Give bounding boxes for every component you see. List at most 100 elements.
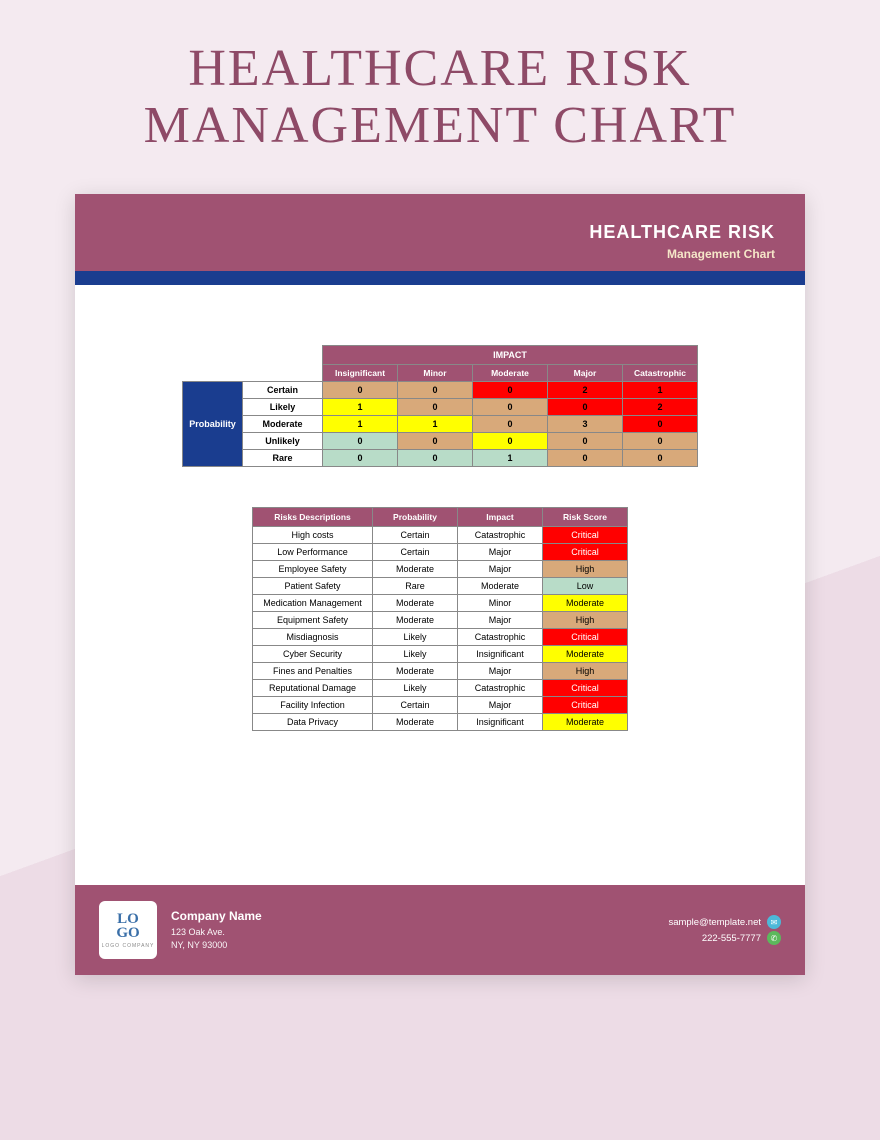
risk-score: Critical [543, 544, 628, 561]
risk-score: Low [543, 578, 628, 595]
risk-probability: Moderate [373, 663, 458, 680]
table-row: Cyber SecurityLikelyInsignificantModerat… [253, 646, 628, 663]
risk-impact: Minor [458, 595, 543, 612]
risk-impact: Major [458, 544, 543, 561]
matrix-cell: 0 [548, 433, 623, 450]
risk-probability: Moderate [373, 612, 458, 629]
contact-phone: 222-555-7777 ✆ [668, 931, 781, 945]
phone-icon: ✆ [767, 931, 781, 945]
table-row: Employee SafetyModerateMajorHigh [253, 561, 628, 578]
risk-impact: Major [458, 663, 543, 680]
risk-description: Employee Safety [253, 561, 373, 578]
company-info: Company Name 123 Oak Ave. NY, NY 93000 [171, 909, 262, 951]
footer-left: LO GO LOGO COMPANY Company Name 123 Oak … [99, 901, 262, 959]
risk-description: Data Privacy [253, 714, 373, 731]
risk-probability: Certain [373, 697, 458, 714]
table-row: MisdiagnosisLikelyCatastrophicCritical [253, 629, 628, 646]
company-address-2: NY, NY 93000 [171, 939, 262, 952]
risk-score: High [543, 561, 628, 578]
matrix-cell: 0 [623, 416, 698, 433]
matrix-cell: 0 [473, 416, 548, 433]
risk-impact: Catastrophic [458, 680, 543, 697]
risks-table-container: Risks Descriptions Probability Impact Ri… [115, 507, 765, 731]
matrix-row: ProbabilityCertain00021 [183, 382, 698, 399]
contact-email: sample@template.net ✉ [668, 915, 781, 929]
risks-header: Risk Score [543, 508, 628, 527]
table-row: Reputational DamageLikelyCatastrophicCri… [253, 680, 628, 697]
logo-text-top: LO [117, 912, 139, 926]
risk-probability: Moderate [373, 714, 458, 731]
risk-score: High [543, 663, 628, 680]
risk-description: Equipment Safety [253, 612, 373, 629]
document-body: IMPACT Insignificant Minor Moderate Majo… [75, 285, 805, 885]
risk-description: Low Performance [253, 544, 373, 561]
matrix-cell: 0 [473, 382, 548, 399]
row-header: Rare [243, 450, 323, 467]
logo: LO GO LOGO COMPANY [99, 901, 157, 959]
logo-subtext: LOGO COMPANY [102, 943, 155, 949]
matrix-cell: 0 [398, 433, 473, 450]
risk-description: Misdiagnosis [253, 629, 373, 646]
phone-text: 222-555-7777 [702, 933, 761, 944]
risks-table: Risks Descriptions Probability Impact Ri… [252, 507, 628, 731]
risk-probability: Likely [373, 629, 458, 646]
page-title: HEALTHCARE RISK MANAGEMENT CHART [0, 0, 880, 184]
risk-probability: Rare [373, 578, 458, 595]
col-header: Moderate [473, 365, 548, 382]
row-header: Moderate [243, 416, 323, 433]
table-row: Fines and PenaltiesModerateMajorHigh [253, 663, 628, 680]
table-row: High costsCertainCatastrophicCritical [253, 527, 628, 544]
company-name: Company Name [171, 909, 262, 923]
risk-impact: Moderate [458, 578, 543, 595]
risk-description: Reputational Damage [253, 680, 373, 697]
risk-impact: Major [458, 561, 543, 578]
risk-score: High [543, 612, 628, 629]
risk-score: Moderate [543, 714, 628, 731]
risk-probability: Certain [373, 544, 458, 561]
company-address-1: 123 Oak Ave. [171, 926, 262, 939]
row-header: Unlikely [243, 433, 323, 450]
risks-header: Probability [373, 508, 458, 527]
risk-score: Moderate [543, 595, 628, 612]
doc-header-title: HEALTHCARE RISK [105, 222, 775, 243]
probability-label: Probability [183, 382, 243, 467]
matrix-cell: 1 [323, 416, 398, 433]
matrix-cell: 0 [623, 450, 698, 467]
matrix-cell: 0 [548, 450, 623, 467]
document-header: HEALTHCARE RISK Management Chart [75, 194, 805, 271]
risk-description: Cyber Security [253, 646, 373, 663]
matrix-cell: 0 [473, 433, 548, 450]
matrix-cell: 1 [323, 399, 398, 416]
mail-icon: ✉ [767, 915, 781, 929]
email-text: sample@template.net [668, 917, 761, 928]
matrix-cell: 0 [323, 450, 398, 467]
table-row: Patient SafetyRareModerateLow [253, 578, 628, 595]
risks-header: Risks Descriptions [253, 508, 373, 527]
risk-probability: Likely [373, 646, 458, 663]
risk-probability: Likely [373, 680, 458, 697]
doc-header-subtitle: Management Chart [105, 247, 775, 261]
matrix-cell: 0 [323, 382, 398, 399]
matrix-cell: 0 [398, 450, 473, 467]
risk-impact: Insignificant [458, 714, 543, 731]
accent-bar [75, 271, 805, 285]
row-header: Likely [243, 399, 323, 416]
matrix-cell: 1 [398, 416, 473, 433]
risk-description: Medication Management [253, 595, 373, 612]
risk-score: Critical [543, 527, 628, 544]
matrix-column-headers: Insignificant Minor Moderate Major Catas… [183, 365, 698, 382]
col-header: Insignificant [323, 365, 398, 382]
risk-description: Fines and Penalties [253, 663, 373, 680]
col-header: Minor [398, 365, 473, 382]
risk-description: High costs [253, 527, 373, 544]
risks-header: Impact [458, 508, 543, 527]
matrix-cell: 0 [398, 382, 473, 399]
matrix-cell: 0 [623, 433, 698, 450]
matrix-cell: 1 [473, 450, 548, 467]
risk-impact: Insignificant [458, 646, 543, 663]
risk-impact: Catastrophic [458, 629, 543, 646]
risk-probability: Certain [373, 527, 458, 544]
matrix-cell: 2 [548, 382, 623, 399]
matrix-cell: 2 [623, 399, 698, 416]
document-card: HEALTHCARE RISK Management Chart IMPACT … [75, 194, 805, 975]
